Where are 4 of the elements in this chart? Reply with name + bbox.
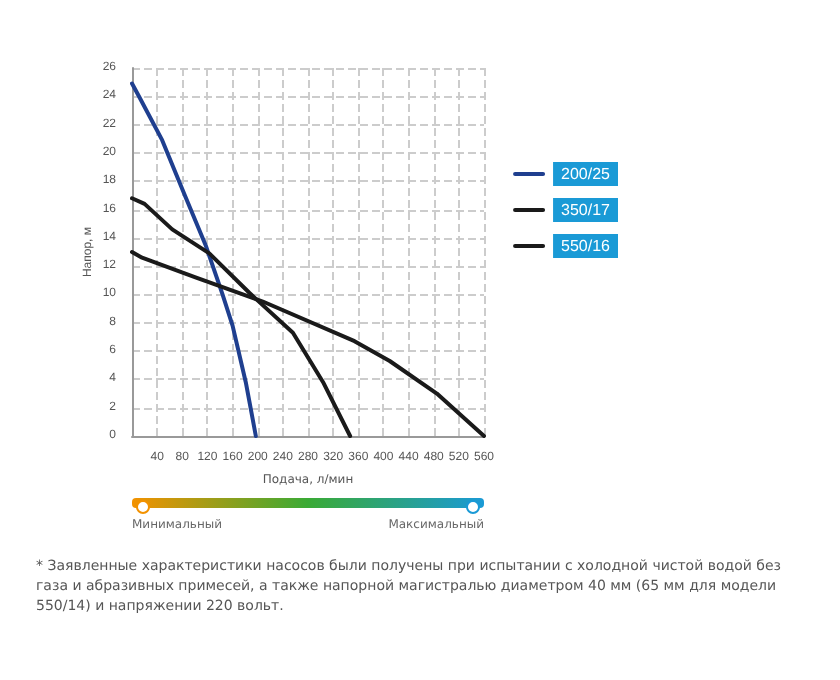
line-series <box>130 81 258 438</box>
legend-label: 350/17 <box>561 201 612 219</box>
legend-label: 550/16 <box>561 237 612 255</box>
legend-label: 200/25 <box>561 165 612 183</box>
